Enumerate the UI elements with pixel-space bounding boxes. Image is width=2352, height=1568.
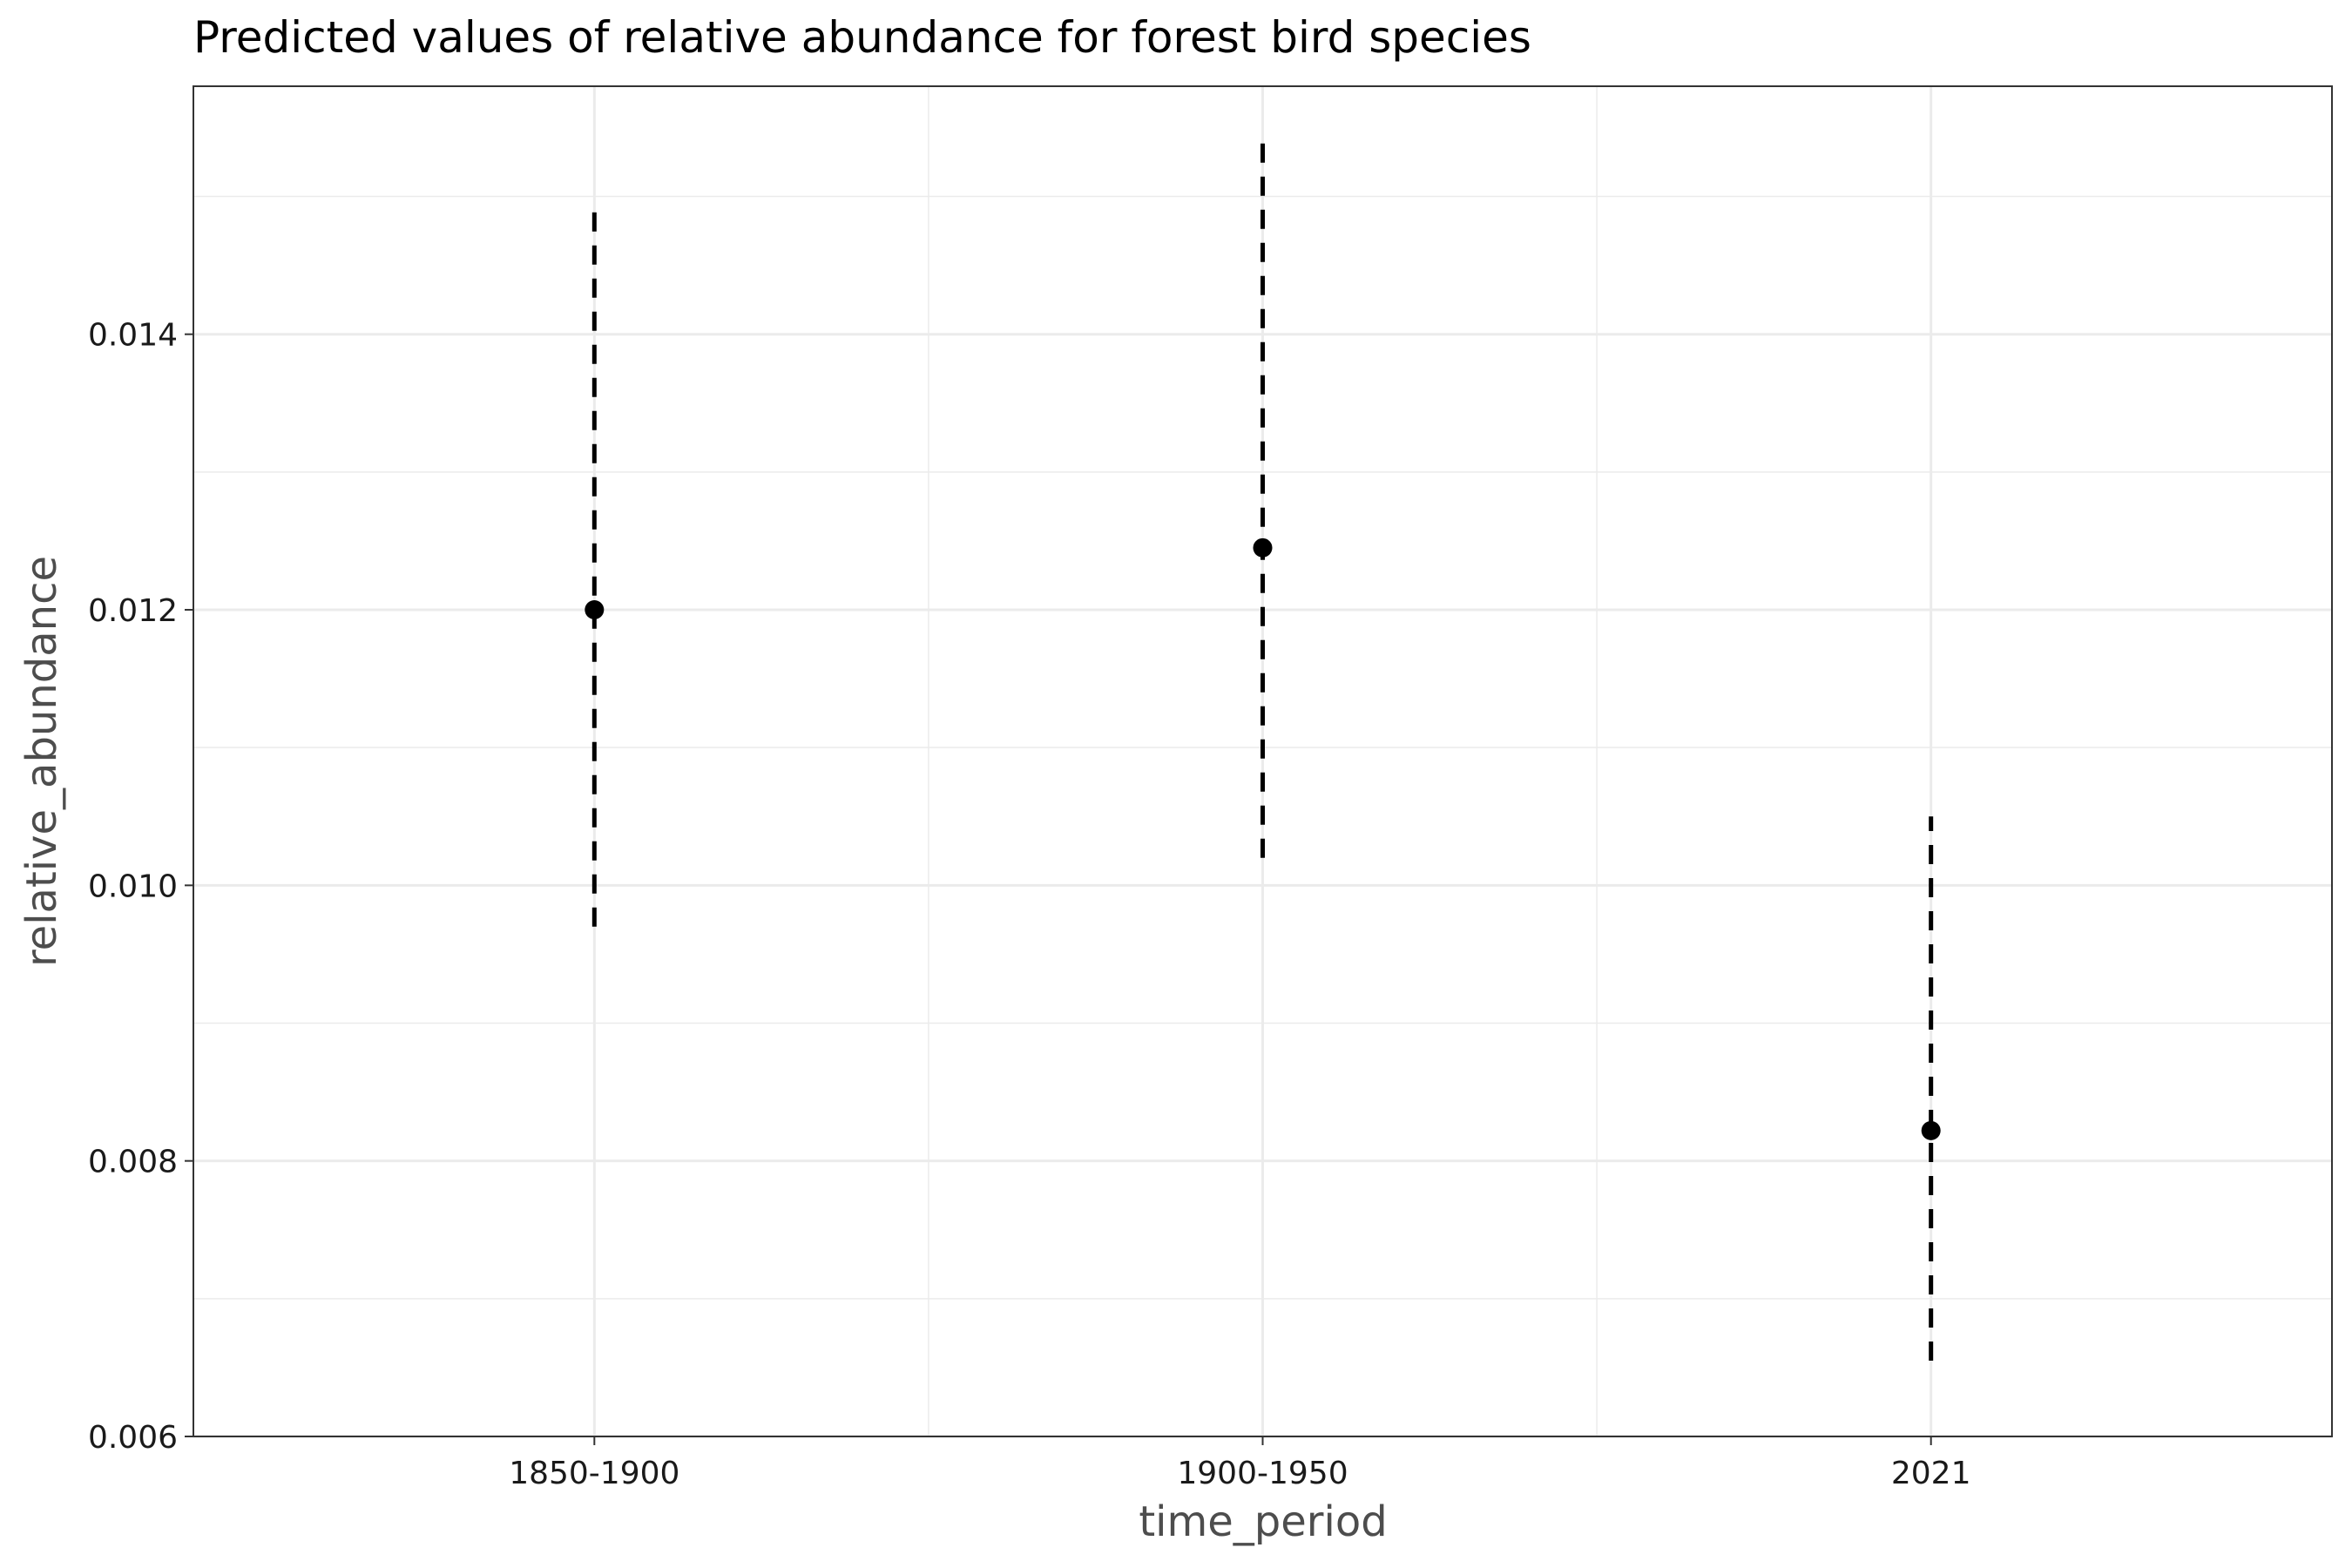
data-point [1921, 1120, 1941, 1140]
x-tick-label: 1850-1900 [509, 1456, 679, 1491]
data-points [585, 537, 1941, 1140]
grid [193, 86, 2332, 1438]
x-axis: 1850-1900 1900-1950 2021 [509, 1436, 1971, 1491]
data-point [1253, 537, 1273, 558]
x-axis-title: time_period [1139, 1497, 1387, 1546]
y-tick-label: 0.008 [88, 1145, 178, 1180]
y-tick-label: 0.014 [88, 318, 178, 354]
y-tick-label: 0.012 [88, 593, 178, 629]
x-tick-label: 1900-1950 [1177, 1456, 1348, 1491]
y-tick-label: 0.010 [88, 868, 178, 904]
chart-title: Predicted values of relative abundance f… [193, 12, 1531, 63]
error-bars [591, 134, 1934, 1362]
y-tick-label: 0.006 [88, 1420, 178, 1456]
x-tick-label: 2021 [1891, 1456, 1971, 1491]
data-point [585, 600, 605, 620]
y-axis-title: relative_abundance [17, 556, 66, 967]
y-axis: 0.006 0.008 0.010 0.012 0.014 [88, 318, 193, 1456]
